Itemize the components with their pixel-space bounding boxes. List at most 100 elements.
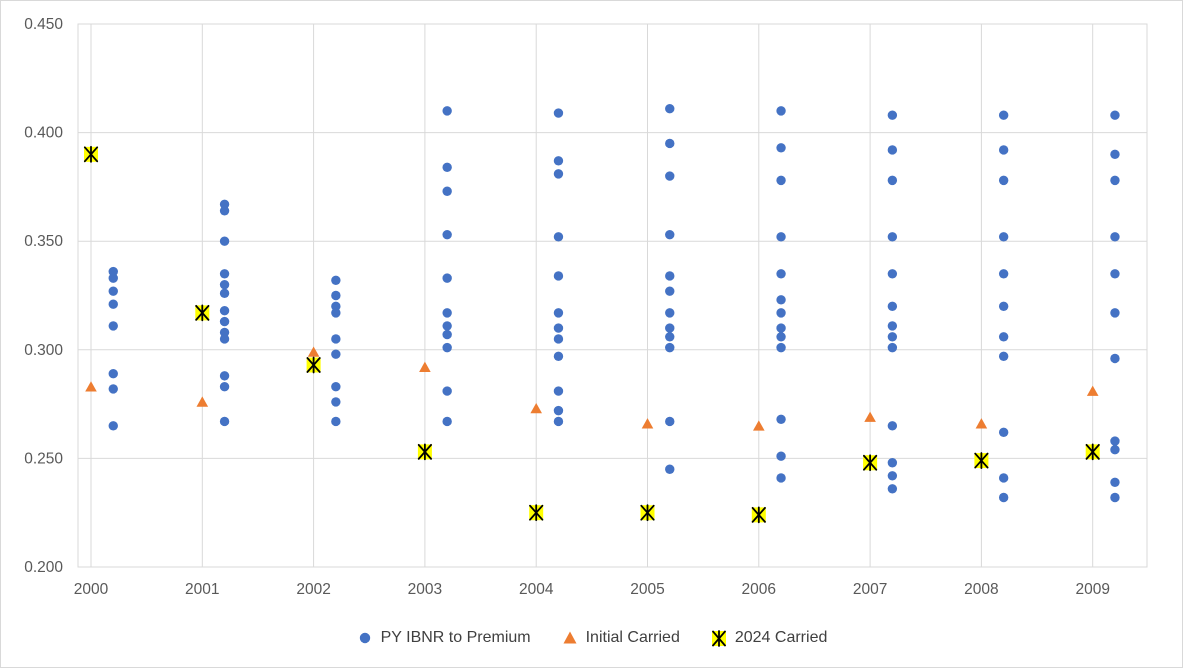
data-point-circle	[219, 382, 230, 392]
data-point-triangle	[864, 411, 876, 422]
x-axis-tick-label: 2005	[630, 581, 664, 598]
data-point-circle	[998, 175, 1009, 186]
data-point-circle	[998, 492, 1009, 503]
data-point-circle	[331, 334, 341, 344]
data-point-circle	[998, 427, 1009, 438]
x-axis-tick-label: 2002	[296, 581, 330, 598]
legend-label: 2024 Carried	[734, 629, 828, 646]
series-initial-carried	[85, 346, 1099, 431]
data-point-triangle	[641, 418, 654, 429]
data-point-circle	[887, 269, 898, 279]
data-point-asterisk-square	[640, 504, 655, 522]
data-point-circle	[665, 229, 675, 240]
y-axis-tick-label: 0.250	[24, 450, 63, 467]
data-point-circle	[998, 351, 1009, 362]
data-point-triangle	[753, 420, 765, 431]
data-point-circle	[665, 271, 675, 281]
data-point-circle	[887, 110, 898, 120]
data-point-circle	[776, 332, 786, 342]
data-point-circle	[665, 323, 675, 333]
data-point-circle	[665, 286, 675, 296]
data-point-circle	[108, 286, 118, 296]
data-point-circle	[665, 104, 675, 114]
data-point-asterisk-square	[83, 145, 99, 163]
data-point-circle	[1110, 477, 1120, 487]
x-axis-tick-label: 2009	[1075, 581, 1109, 598]
data-point-circle	[776, 473, 786, 483]
data-point-circle	[998, 145, 1009, 155]
data-point-circle	[108, 321, 118, 331]
y-axis-tick-label: 0.450	[24, 16, 63, 33]
data-point-triangle	[85, 381, 97, 392]
data-point-circle	[553, 232, 564, 242]
data-point-circle	[776, 175, 786, 186]
data-point-circle	[442, 186, 452, 196]
data-point-triangle	[419, 361, 431, 372]
data-point-circle	[442, 229, 452, 240]
data-point-circle	[553, 169, 564, 179]
data-point-circle	[776, 414, 786, 425]
legend-label: PY IBNR to Premium	[380, 629, 531, 646]
data-point-circle	[553, 271, 564, 281]
legend-label: Initial Carried	[585, 629, 680, 646]
data-point-circle	[665, 464, 675, 474]
data-point-circle	[887, 232, 898, 242]
data-point-circle	[553, 334, 564, 344]
data-point-circle	[998, 332, 1009, 342]
data-point-triangle	[975, 418, 988, 429]
data-point-circle	[219, 236, 230, 246]
data-point-circle	[553, 323, 564, 333]
data-point-circle	[887, 175, 898, 186]
legend-item-2024-carried: 2024 Carried	[710, 629, 828, 647]
data-point-circle	[442, 106, 452, 116]
data-point-circle	[1110, 445, 1120, 455]
data-point-asterisk-square	[863, 454, 878, 472]
data-point-circle	[108, 266, 118, 277]
data-point-circle	[887, 332, 898, 342]
data-point-circle	[998, 110, 1009, 120]
data-point-circle	[998, 269, 1009, 279]
data-point-circle	[776, 323, 786, 333]
data-point-circle	[776, 232, 786, 242]
data-point-circle	[331, 301, 341, 312]
data-point-circle	[219, 306, 230, 316]
data-point-circle	[1110, 175, 1120, 186]
data-point-circle	[331, 308, 341, 318]
data-point-asterisk-square	[195, 304, 210, 322]
data-point-circle	[665, 308, 675, 318]
data-point-circle	[553, 308, 564, 318]
data-point-triangle	[530, 402, 542, 414]
data-point-circle	[1110, 110, 1120, 120]
data-point-circle	[108, 421, 118, 431]
legend: PY IBNR to Premium Initial Carried 2024 …	[1, 621, 1182, 655]
data-point-circle	[776, 106, 786, 116]
legend-item-initial-carried: Initial Carried	[561, 629, 680, 647]
data-point-circle	[442, 162, 452, 173]
data-point-circle	[442, 342, 452, 353]
data-point-circle	[442, 273, 452, 283]
data-point-circle	[776, 143, 786, 153]
data-point-circle	[219, 206, 230, 216]
data-point-circle	[1110, 232, 1120, 242]
data-point-circle	[219, 334, 230, 344]
data-point-circle	[887, 471, 898, 481]
data-point-circle	[998, 473, 1009, 483]
data-point-circle	[665, 416, 675, 427]
data-point-circle	[442, 321, 452, 331]
data-point-circle	[442, 308, 452, 318]
data-point-circle	[887, 421, 898, 431]
data-point-circle	[1110, 492, 1120, 503]
data-point-circle	[219, 199, 230, 209]
legend-marker-circle-icon	[356, 629, 374, 647]
series-py-ibnr-to-premium	[108, 104, 1120, 503]
data-point-circle	[1110, 149, 1120, 160]
data-point-triangle	[307, 346, 320, 357]
data-point-circle	[108, 384, 118, 394]
data-point-circle	[331, 416, 341, 427]
data-point-circle	[776, 451, 786, 461]
data-point-circle	[553, 405, 564, 416]
data-point-circle	[442, 416, 452, 427]
data-point-triangle	[1086, 385, 1099, 396]
